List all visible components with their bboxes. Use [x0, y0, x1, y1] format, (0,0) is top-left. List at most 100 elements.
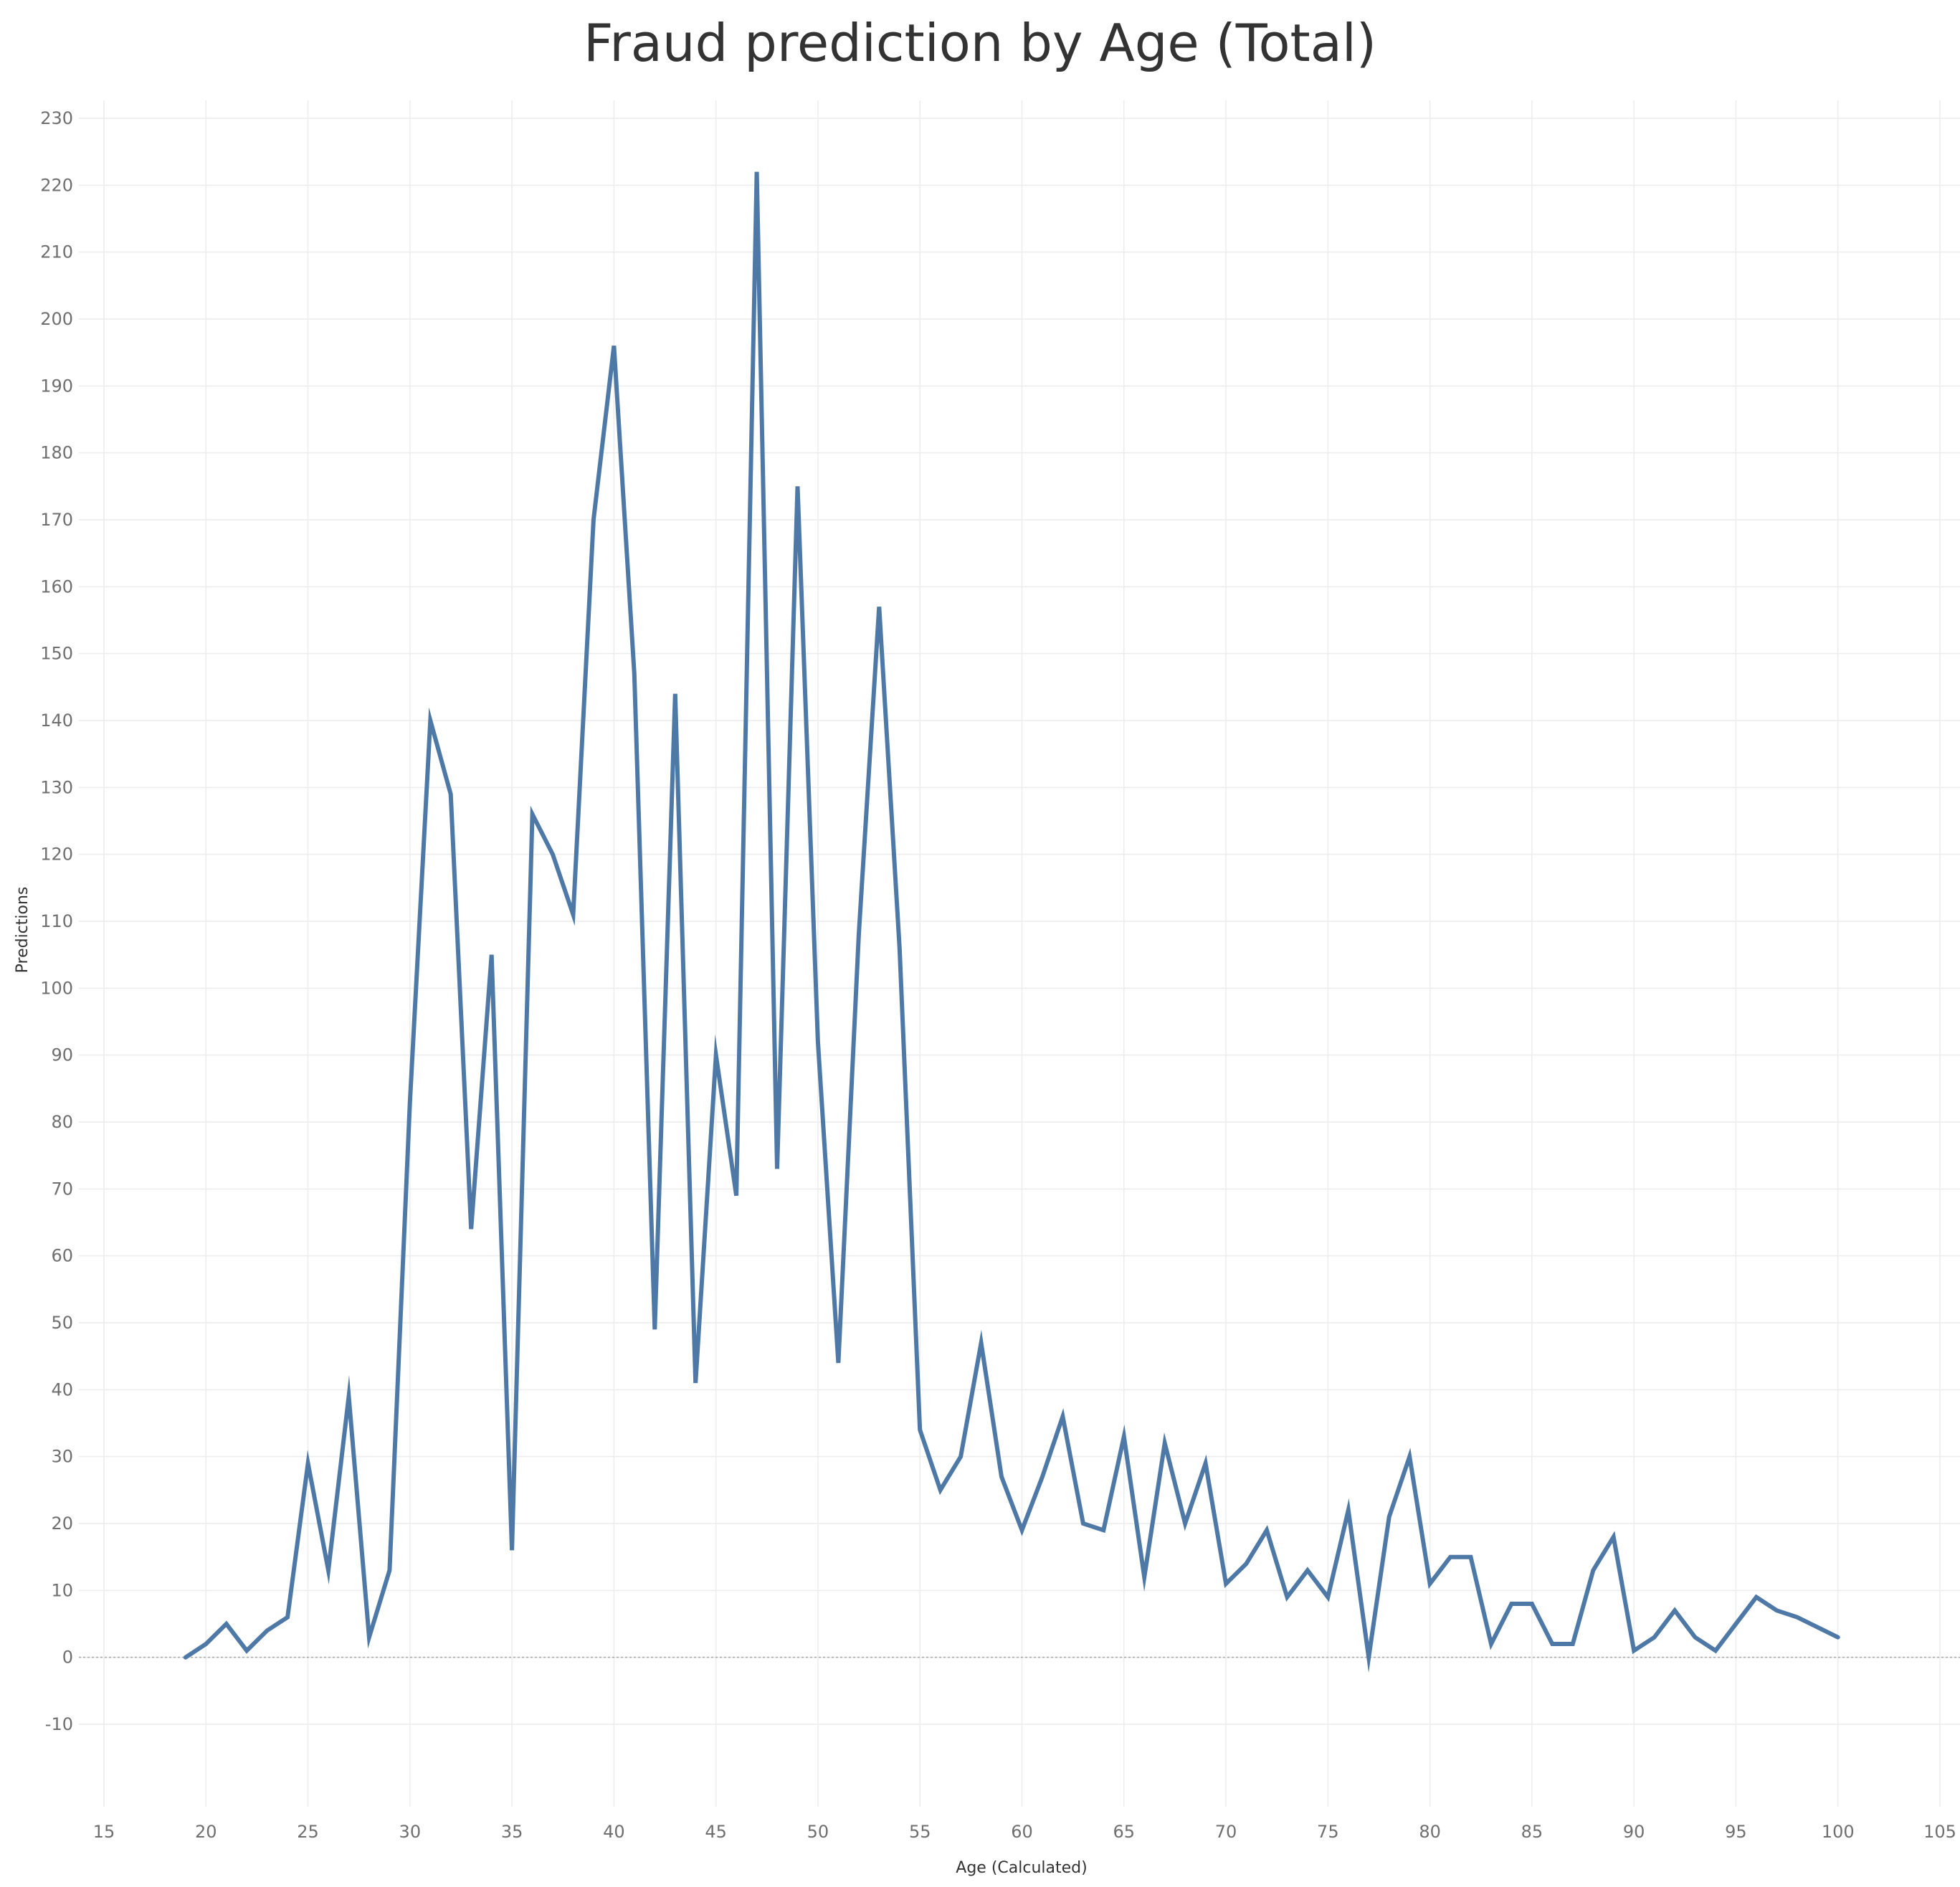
- data-point: [1591, 1568, 1595, 1572]
- data-point: [346, 1394, 351, 1399]
- data-point: [816, 1040, 820, 1044]
- data-point: [1387, 1515, 1391, 1519]
- data-point: [265, 1628, 270, 1632]
- data-point: [979, 1341, 984, 1345]
- data-point: [490, 953, 494, 957]
- x-tick-label: 45: [705, 1822, 727, 1842]
- data-point: [1836, 1635, 1840, 1640]
- data-point: [1326, 1595, 1330, 1600]
- x-tick-label: 90: [1623, 1822, 1645, 1842]
- x-tick-label: 40: [603, 1822, 625, 1842]
- data-point: [1795, 1615, 1799, 1620]
- data-point: [1713, 1648, 1718, 1653]
- data-point: [1040, 1475, 1045, 1479]
- data-point: [857, 933, 861, 937]
- y-tick-label: 80: [51, 1112, 73, 1132]
- y-tick-label: 100: [40, 978, 73, 998]
- data-point: [1224, 1582, 1228, 1586]
- y-tick-label: 50: [51, 1313, 73, 1333]
- data-point: [1693, 1635, 1698, 1640]
- data-point: [1774, 1608, 1779, 1612]
- y-tick-label: 70: [51, 1179, 73, 1199]
- data-point: [673, 692, 677, 696]
- data-point: [1122, 1435, 1126, 1439]
- data-point: [531, 812, 535, 817]
- x-tick-label: 105: [1923, 1822, 1956, 1842]
- data-point: [1060, 1415, 1065, 1419]
- data-point: [551, 852, 555, 857]
- data-point: [1142, 1575, 1146, 1579]
- data-point: [612, 343, 616, 348]
- y-tick-label: 140: [40, 710, 73, 731]
- y-tick-label: 170: [40, 510, 73, 530]
- series-line-group: [183, 170, 1840, 1673]
- data-point: [714, 1053, 718, 1057]
- data-point: [1673, 1608, 1677, 1612]
- y-tick-label: 10: [51, 1580, 73, 1600]
- data-point: [367, 1635, 371, 1640]
- data-point: [326, 1568, 330, 1572]
- data-point: [387, 1568, 391, 1572]
- x-tick-label: 75: [1317, 1822, 1339, 1842]
- y-tick-label: 120: [40, 845, 73, 865]
- data-point: [1448, 1555, 1452, 1559]
- y-tick-label: 60: [51, 1246, 73, 1266]
- data-point: [1571, 1642, 1575, 1646]
- data-point: [877, 604, 881, 609]
- data-point: [1530, 1602, 1534, 1606]
- data-point: [1815, 1625, 1819, 1630]
- data-point: [1265, 1528, 1269, 1532]
- data-point: [306, 1461, 310, 1465]
- data-point: [898, 946, 902, 950]
- y-tick-label: 90: [51, 1045, 73, 1065]
- x-tick-label: 95: [1725, 1822, 1747, 1842]
- data-point: [1652, 1635, 1657, 1640]
- x-axis-ticks: 15 20 25 30 35 40 45 50 55 60 65 70 75 80 85 90 95 100 105: [93, 1822, 1956, 1842]
- data-point: [1204, 1461, 1208, 1465]
- y-axis-title: Predictions: [14, 887, 32, 974]
- data-point: [1366, 1655, 1371, 1660]
- x-tick-label: 65: [1113, 1822, 1136, 1842]
- data-point: [1428, 1582, 1432, 1586]
- data-point: [1183, 1521, 1187, 1526]
- data-point: [204, 1642, 208, 1646]
- data-point: [591, 518, 596, 522]
- x-tick-label: 50: [807, 1822, 829, 1842]
- data-point: [224, 1622, 229, 1626]
- x-tick-label: 70: [1215, 1822, 1237, 1842]
- y-tick-label: 110: [40, 911, 73, 931]
- y-axis-ticks: -10 0 10 20 30 40 50 60 70 80 90 100 110 120 130 140 150…: [40, 108, 73, 1734]
- data-point: [1469, 1555, 1473, 1559]
- y-tick-label: 210: [40, 242, 73, 262]
- data-point: [1489, 1642, 1493, 1646]
- data-point: [408, 1100, 412, 1104]
- series-line: [183, 171, 1840, 1673]
- data-point: [1346, 1508, 1351, 1512]
- data-point: [958, 1455, 963, 1459]
- x-tick-label: 15: [93, 1822, 115, 1842]
- y-tick-label: 220: [40, 175, 73, 195]
- data-point: [775, 1166, 779, 1171]
- data-point: [1612, 1535, 1616, 1539]
- data-point: [693, 1381, 698, 1385]
- data-point: [755, 170, 759, 174]
- x-tick-label: 100: [1822, 1822, 1855, 1842]
- x-tick-label: 80: [1419, 1822, 1441, 1842]
- data-point: [1407, 1455, 1412, 1459]
- data-point: [285, 1615, 290, 1620]
- data-point: [1163, 1441, 1167, 1445]
- data-point: [1632, 1648, 1636, 1653]
- data-point: [734, 1194, 738, 1198]
- chart-title: Fraud prediction by Age (Total): [584, 13, 1376, 73]
- x-tick-label: 55: [909, 1822, 931, 1842]
- x-tick-label: 85: [1521, 1822, 1543, 1842]
- data-point: [510, 1548, 514, 1552]
- y-tick-label: 230: [40, 108, 73, 128]
- data-point: [428, 718, 432, 723]
- y-tick-label: 40: [51, 1379, 73, 1399]
- x-tick-label: 30: [399, 1822, 422, 1842]
- gridlines: [79, 100, 1960, 1807]
- y-tick-label: 190: [40, 376, 73, 396]
- y-tick-label: 20: [51, 1513, 73, 1534]
- x-tick-label: 60: [1011, 1822, 1033, 1842]
